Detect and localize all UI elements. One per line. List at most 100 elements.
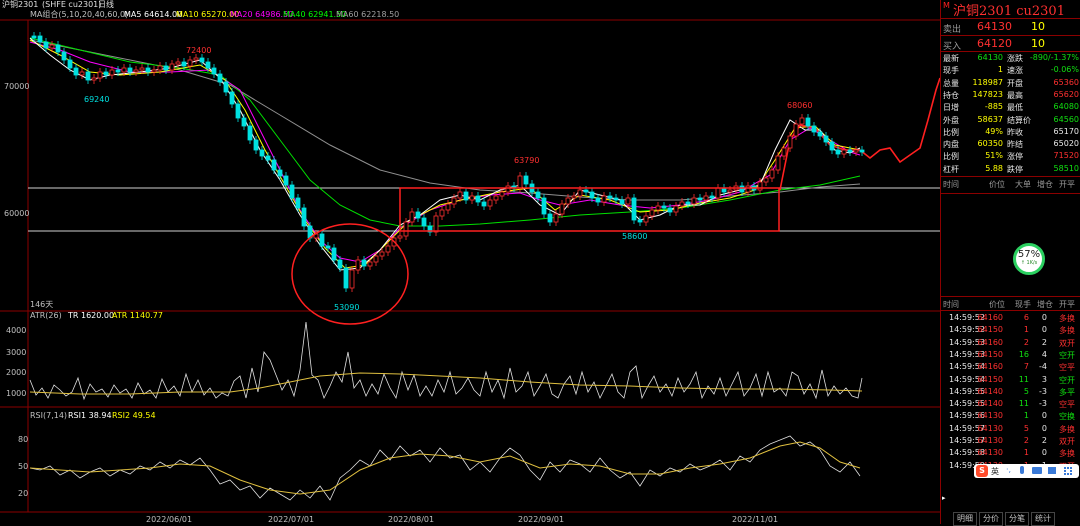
candle-body — [229, 91, 235, 105]
speed-gauge[interactable]: 57% ↑ 1K/s — [1013, 243, 1045, 275]
quote-value: -890/-1.37% — [1029, 53, 1079, 62]
atr-title[interactable]: ATR(26) — [30, 311, 62, 320]
date-2022-11-01: 2022/11/01 — [732, 515, 778, 524]
atr-axis-1000: 1000 — [6, 389, 26, 398]
candle-body — [289, 184, 295, 199]
quote-label: 开盘 — [1007, 78, 1023, 88]
quote-value: 65170 — [1053, 126, 1079, 136]
candle-body — [505, 185, 511, 193]
tick-qty: 6 — [1023, 313, 1029, 322]
candle-body — [403, 221, 409, 237]
period-label[interactable]: 日线 — [98, 0, 114, 9]
candle-body — [571, 195, 577, 199]
bid-volume: 10 — [1031, 37, 1045, 50]
candle-body — [829, 141, 835, 151]
tick-qty: 11 — [1018, 374, 1029, 384]
quote-row: 日增 -885 最低 64080 — [941, 102, 1080, 114]
ime-grid-icon[interactable] — [1064, 467, 1072, 475]
quote-value: 64560 — [1053, 114, 1079, 124]
quote-label: 最高 — [1007, 90, 1023, 100]
ask-price[interactable]: 64130 — [977, 20, 1012, 33]
quote-row: 持仓 147823 最高 65620 — [941, 90, 1080, 102]
quote-value: 1 — [997, 65, 1003, 75]
quote-value: 65020 — [1053, 139, 1079, 149]
candle-body — [463, 191, 469, 201]
tick-type: 多换 — [1059, 326, 1075, 336]
ime-keyboard-icon[interactable] — [1032, 467, 1042, 474]
tick-qty: 2 — [1023, 436, 1029, 445]
candle-body — [577, 189, 583, 197]
tick-price: 64160 — [977, 337, 1003, 347]
candle-body — [61, 51, 67, 61]
quote-row: 杠杆 5.88 跌停 58510 — [941, 164, 1080, 176]
ime-punct-icon[interactable]: ·, — [1006, 465, 1012, 474]
candle-body — [319, 233, 325, 247]
candle-body — [373, 255, 379, 263]
quote-row: 内盘 60350 昨结 65020 — [941, 139, 1080, 151]
candle-body — [247, 125, 253, 141]
quote-label: 昨结 — [1007, 140, 1023, 150]
quote-row: 现手 1 速涨 -0.06% — [941, 65, 1080, 77]
tick-qty: 11 — [1018, 399, 1029, 409]
candle-body — [151, 69, 157, 73]
candle-body — [199, 57, 205, 63]
ime-skin-icon[interactable] — [1048, 467, 1056, 474]
ime-logo-icon[interactable]: S — [976, 465, 988, 477]
play-marker-icon[interactable]: ▸ — [942, 494, 946, 502]
date-2022-06-01: 2022/06/01 — [146, 515, 192, 524]
tick-row: 14:59:57 64130 5 0 多换 — [941, 424, 1080, 436]
candle-body — [805, 117, 811, 127]
kline-chart[interactable]: 沪铜2301 (SHFE cu2301) 日线 MA组合(5,10,20,40,… — [0, 0, 940, 524]
tick-qty: 5 — [1023, 423, 1029, 433]
atr-axis-4000: 4000 — [6, 326, 26, 335]
ime-mode-label[interactable]: 英 — [991, 467, 999, 476]
mini-header-cell: 开平 — [1059, 180, 1075, 189]
tick-time: 14:59:52 — [949, 313, 985, 322]
menu-marker-icon[interactable]: M — [943, 1, 950, 10]
candle-body — [787, 135, 793, 149]
candle-body — [205, 61, 211, 69]
quote-value: 65360 — [1053, 77, 1079, 87]
ime-mic-icon[interactable] — [1020, 466, 1024, 474]
candle-body — [469, 195, 475, 201]
tick-type: 空换 — [1059, 412, 1075, 422]
tick-row: 14:59:53 64160 2 2 双开 — [941, 338, 1080, 350]
quote-value: 51% — [985, 151, 1003, 161]
tick-row: 14:59:52 64160 6 0 多换 — [941, 313, 1080, 325]
rsi1-line — [29, 435, 861, 501]
rsi-title[interactable]: RSI(7,14) — [30, 411, 67, 420]
candle-body — [679, 201, 685, 207]
tick-oi: 0 — [1041, 313, 1047, 322]
rsi1-value: RSI1 38.94 — [68, 411, 112, 420]
candle-body — [217, 73, 223, 83]
quote-value: 58510 — [1053, 163, 1079, 173]
tick-price: 64160 — [977, 362, 1003, 372]
ma-group-label[interactable]: MA组合(5,10,20,40,60,0) — [30, 9, 128, 19]
candle-body — [67, 59, 73, 69]
candle-body — [235, 103, 241, 119]
tick-price: 64130 — [977, 436, 1003, 445]
tick-time: 14:59:55 — [949, 386, 985, 396]
quote-row: 比例 51% 涨停 71520 — [941, 151, 1080, 163]
quote-label: 涨停 — [1007, 152, 1023, 162]
candle-body — [835, 149, 841, 155]
candle-body — [547, 213, 553, 223]
candle-body — [481, 201, 487, 207]
bid-price[interactable]: 64120 — [977, 37, 1012, 50]
quote-code: cu2301 — [1016, 4, 1065, 19]
candles-group — [31, 32, 865, 292]
candle-body — [283, 175, 289, 186]
ime-toolbar[interactable]: S 英 ·, — [974, 464, 1079, 478]
ma20-value: MA20 64986.50 — [230, 10, 293, 19]
candle-body — [121, 67, 127, 73]
mini-header-cell: 时间 — [943, 180, 959, 189]
mini-table-header: 时间 价位 大单 增仓 开平 — [941, 179, 1080, 191]
candle-body — [415, 211, 421, 219]
tick-oi: 2 — [1041, 436, 1047, 445]
tick-type: 空平 — [1059, 400, 1075, 410]
candle-body — [637, 219, 643, 223]
candle-body — [811, 125, 817, 133]
quote-label: 外盘 — [943, 115, 959, 125]
ma5-value: MA5 64614.00 — [124, 10, 182, 19]
candle-body — [97, 71, 103, 79]
